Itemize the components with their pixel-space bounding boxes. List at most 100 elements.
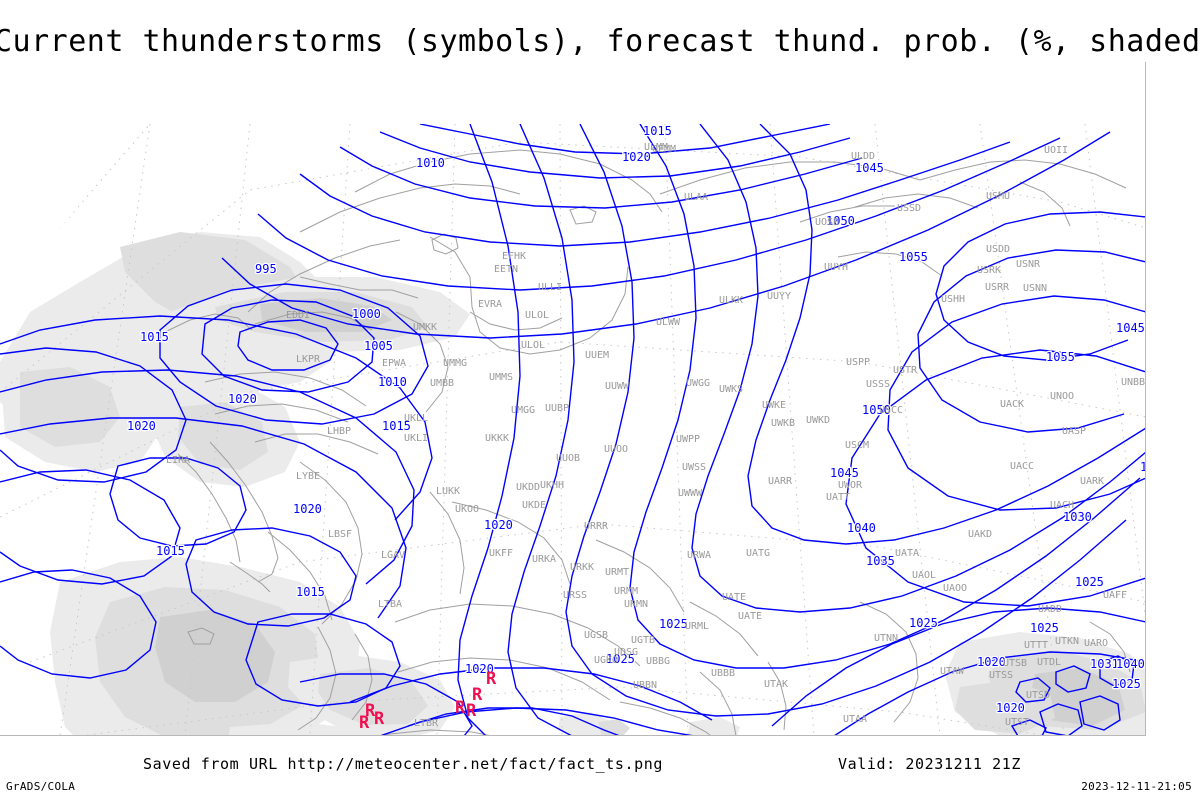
- station-label: UDSG: [614, 647, 638, 658]
- station-label: LUKK: [436, 486, 460, 497]
- isobar-label: 1015: [296, 585, 325, 599]
- station-label: UTAW: [940, 666, 965, 677]
- station-label: URMM: [614, 586, 638, 597]
- thunderstorm-symbol: R: [374, 709, 385, 729]
- station-label: URWA: [687, 550, 711, 561]
- isobar-label: 1020: [977, 655, 1006, 669]
- station-label: LYBE: [296, 471, 320, 482]
- station-label: UGSB: [584, 630, 608, 641]
- station-label: UUYH: [824, 262, 848, 273]
- grads-credit: GrADS/COLA: [6, 780, 76, 793]
- station-label: UTSS: [989, 670, 1013, 681]
- station-label: USPP: [846, 357, 870, 368]
- station-label: UATE: [738, 611, 762, 622]
- station-label: ULLI: [538, 282, 562, 293]
- station-label: URML: [685, 621, 709, 632]
- station-label: UBBG: [646, 656, 670, 667]
- station-label: UGTB: [631, 635, 655, 646]
- isobar-label: 1010: [378, 375, 407, 389]
- station-label: USCC: [879, 405, 903, 416]
- station-label: UUYY: [767, 291, 791, 302]
- station-label: LTBA: [378, 599, 402, 610]
- station-label: USDD: [986, 244, 1010, 255]
- station-label: UBBN: [633, 680, 657, 691]
- isobar-label: 1030: [1063, 510, 1092, 524]
- isobar-label: 1045: [830, 466, 859, 480]
- station-label: UWKB: [771, 418, 795, 429]
- isobar-label: 1050: [1036, 113, 1065, 127]
- station-label: EVRA: [478, 299, 502, 310]
- station-label: UMGG: [511, 405, 535, 416]
- thunderstorm-symbol: R: [455, 698, 466, 718]
- station-label: UTSB: [1003, 658, 1027, 669]
- station-label: UAKD: [968, 529, 992, 540]
- station-label: LKPR: [296, 354, 321, 365]
- isobar-label: 1000: [352, 307, 381, 321]
- isobar-label: 1045: [1053, 85, 1082, 99]
- isobar-label: 1005: [364, 339, 393, 353]
- station-label: UTAK: [764, 679, 788, 690]
- station-label: EETN: [494, 264, 518, 275]
- isobar-label: 1035: [866, 554, 895, 568]
- isobar-label: 1055: [899, 250, 928, 264]
- page-title: Current thunderstorms (symbols), forecas…: [0, 24, 1200, 59]
- station-label: URMN: [624, 599, 648, 610]
- station-label: UTNN: [874, 633, 898, 644]
- isobar-label: 1020: [228, 392, 257, 406]
- station-label: UATG: [746, 548, 770, 559]
- station-label: UKDE: [522, 500, 546, 511]
- station-label: UAOO: [943, 583, 967, 594]
- isobar-label: 1015: [156, 544, 185, 558]
- station-label: USNR: [1016, 259, 1041, 270]
- station-label: UTTT: [1024, 640, 1048, 651]
- isobar-label: 1010: [416, 156, 445, 170]
- weather-map-canvas[interactable]: 995 1000 1005 1010 1015 1020 1010 1005 1010 1015 1…: [0, 62, 1146, 736]
- isobar-label: 1020: [127, 419, 156, 433]
- station-label: UACC: [1010, 461, 1034, 472]
- valid-time-label: Valid: 20231211 21Z: [838, 755, 1021, 773]
- station-label: USNN: [1023, 283, 1047, 294]
- graticule: [0, 124, 1146, 736]
- isobar-label: 1035: [1140, 460, 1146, 474]
- station-label: UUEM: [585, 350, 609, 361]
- station-label: UWKD: [806, 415, 830, 426]
- isobar-label: 1020: [484, 518, 513, 532]
- station-label: UGKO: [594, 655, 618, 666]
- station-label: UNBB: [1121, 377, 1145, 388]
- generation-timestamp: 2023-12-11-21:05: [1081, 780, 1192, 793]
- station-label: UWOR: [838, 480, 863, 491]
- station-label: ULOL: [521, 340, 545, 351]
- station-label: ULOL: [525, 310, 549, 321]
- station-label: UUWW: [605, 381, 630, 392]
- station-label: UUOO: [604, 444, 628, 455]
- station-label: URKK: [570, 562, 594, 573]
- isobar-label: 1045: [855, 161, 884, 175]
- station-label: OEMM: [652, 144, 676, 155]
- station-label: LTBR: [414, 718, 439, 729]
- thunder-probability-shading: [0, 232, 1146, 736]
- station-label: UARK: [1080, 476, 1104, 487]
- station-label: UKLI: [404, 433, 428, 444]
- station-label: UMMS: [489, 372, 513, 383]
- station-label: UATE: [722, 592, 746, 603]
- station-label: LGAV: [381, 550, 405, 561]
- station-label: UKOO: [455, 504, 479, 515]
- map-graphics: 995 1000 1005 1010 1015 1020 1010 1005 1010 1015 1…: [0, 85, 1146, 736]
- isobar-label: 1010: [640, 103, 669, 117]
- thunderstorm-symbol: R: [486, 669, 497, 689]
- station-label: URMT: [605, 567, 629, 578]
- station-label: URKA: [532, 554, 556, 565]
- station-label: UWKE: [762, 400, 786, 411]
- isobar-label: 1055: [1046, 350, 1075, 364]
- station-label: UATT: [826, 492, 850, 503]
- station-label: UACH: [1050, 500, 1074, 511]
- station-label: UTKN: [1055, 636, 1079, 647]
- isobar-label: 1025: [1112, 677, 1141, 691]
- map-right-border: [1145, 62, 1146, 736]
- station-label: UKKK: [485, 433, 509, 444]
- station-label: EFHK: [502, 251, 526, 262]
- isobar-label: 1020: [996, 701, 1025, 715]
- station-label: ULDD: [851, 151, 875, 162]
- station-labels: EDDI LKPR EPWA UMKK UMMS UMGG UMMG UMBB UKLL UKLI…: [166, 124, 1145, 729]
